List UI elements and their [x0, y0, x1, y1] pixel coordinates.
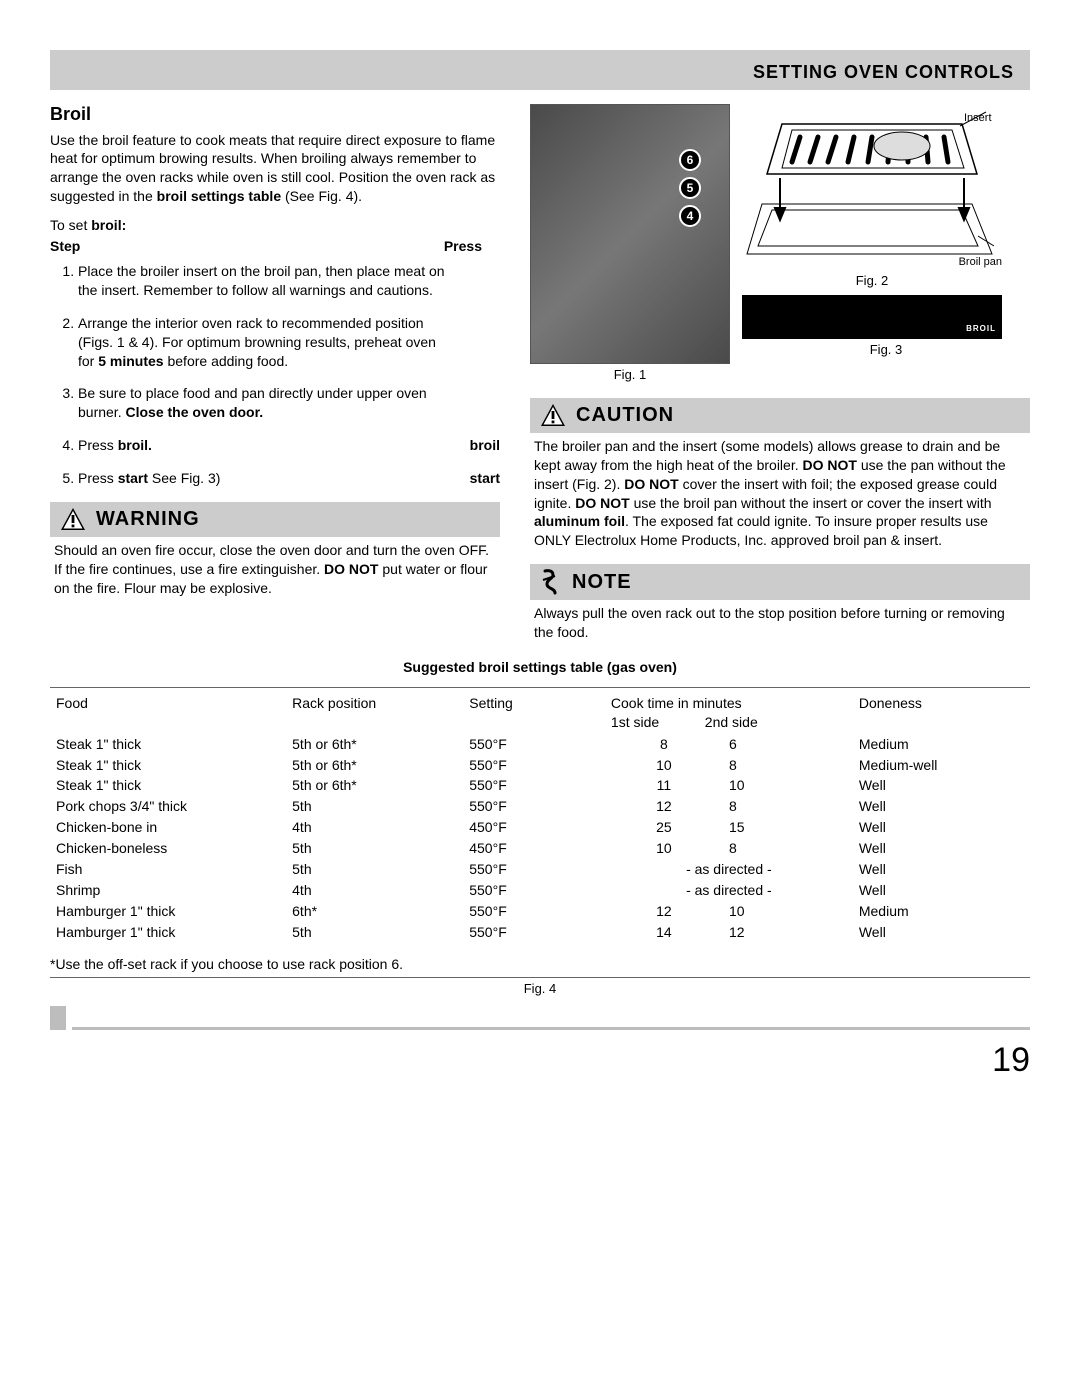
caution-bar: CAUTION	[530, 398, 1030, 433]
fig1-caption: Fig. 1	[530, 366, 730, 384]
table-row: Steak 1" thick5th or 6th*550°F1110Well	[50, 775, 1030, 796]
table-row: Chicken-bone in4th450°F2515Well	[50, 817, 1030, 838]
left-column: Broil Use the broil feature to cook meat…	[50, 98, 500, 642]
fig2-caption: Fig. 2	[742, 272, 1002, 290]
note-label: NOTE	[572, 569, 632, 596]
table-row: Fish5th550°F- as directed -Well	[50, 859, 1030, 880]
table-row: Hamburger 1" thick5th550°F1412Well	[50, 922, 1030, 943]
footer-block-icon	[50, 1006, 66, 1030]
th-food: Food	[50, 690, 286, 734]
table-rule-top	[50, 687, 1030, 688]
rack-marker-6: 6	[679, 149, 701, 171]
col-step: Step	[50, 237, 80, 256]
table-row: Chicken-boneless5th450°F108Well	[50, 838, 1030, 859]
note-icon	[540, 568, 562, 596]
warning-bar: WARNING	[50, 502, 500, 537]
caution-body: The broiler pan and the insert (some mod…	[530, 433, 1030, 550]
warning-icon	[60, 507, 86, 531]
steps-list: Place the broiler insert on the broil pa…	[50, 262, 500, 488]
fig3-display: BROIL	[742, 295, 1002, 339]
page-number: 19	[50, 1038, 1030, 1084]
insert-label: Insert	[964, 111, 992, 126]
note-body: Always pull the oven rack out to the sto…	[530, 600, 1030, 642]
page: SETTING OVEN CONTROLS Broil Use the broi…	[0, 0, 1080, 1104]
table-header-row: Food Rack position Setting Cook time in …	[50, 690, 1030, 734]
step-5: Press start See Fig. 3) start	[78, 469, 500, 488]
broil-intro: Use the broil feature to cook meats that…	[50, 131, 500, 207]
two-column-layout: Broil Use the broil feature to cook meat…	[50, 98, 1030, 642]
fig1-oven-image: 6 5 4	[530, 104, 730, 364]
broiler-pan-icon	[742, 104, 1002, 264]
warning-label: WARNING	[96, 506, 200, 533]
table-row: Shrimp4th550°F- as directed -Well	[50, 880, 1030, 901]
table-row: Steak 1" thick5th or 6th*550°F86Medium	[50, 734, 1030, 755]
fig3-caption: Fig. 3	[742, 341, 1030, 359]
col-press: Press	[444, 237, 482, 256]
rack-marker-4: 4	[679, 205, 701, 227]
step-2: Arrange the interior oven rack to recomm…	[78, 314, 500, 371]
table-footnote: *Use the off-set rack if you choose to u…	[50, 955, 1030, 974]
display-broil-text: BROIL	[966, 324, 996, 335]
press-start: start	[470, 469, 500, 488]
th-setting: Setting	[463, 690, 605, 734]
table-title: Suggested broil settings table (gas oven…	[50, 658, 1030, 677]
table-row: Steak 1" thick5th or 6th*550°F108Medium-…	[50, 755, 1030, 776]
section-title: SETTING OVEN CONTROLS	[753, 62, 1014, 82]
footer-line-icon	[72, 1027, 1030, 1030]
th-cooktime: Cook time in minutes 1st side 2nd side	[605, 690, 853, 734]
table-row: Hamburger 1" thick6th*550°F1210Medium	[50, 901, 1030, 922]
th-rack: Rack position	[286, 690, 463, 734]
page-footer-rule	[50, 1006, 1030, 1030]
step-3: Be sure to place food and pan directly u…	[78, 384, 500, 422]
right-column: 6 5 4 Fig. 1	[530, 98, 1030, 642]
caution-icon	[540, 403, 566, 427]
broil-heading: Broil	[50, 102, 500, 126]
note-bar: NOTE	[530, 564, 1030, 600]
step-1: Place the broiler insert on the broil pa…	[78, 262, 500, 300]
rack-marker-5: 5	[679, 177, 701, 199]
to-set-line: To set broil:	[50, 216, 500, 235]
caution-label: CAUTION	[576, 402, 674, 429]
fig2-broiler-pan: Insert Broil pan Fig. 2	[742, 104, 1002, 289]
fig4-caption: Fig. 4	[50, 980, 1030, 998]
broil-settings-table: Food Rack position Setting Cook time in …	[50, 690, 1030, 943]
th-doneness: Doneness	[853, 690, 1030, 734]
table-rule-bottom	[50, 977, 1030, 978]
table-row: Pork chops 3/4" thick5th550°F128Well	[50, 796, 1030, 817]
warning-body: Should an oven fire occur, close the ove…	[50, 537, 500, 598]
press-broil: broil	[470, 436, 500, 455]
step-4: Press broil. broil	[78, 436, 500, 455]
fig2-3-wrap: Insert Broil pan Fig. 2 BROIL Fig. 3	[742, 104, 1030, 384]
figures-row: 6 5 4 Fig. 1	[530, 104, 1030, 384]
fig1-wrap: 6 5 4 Fig. 1	[530, 104, 730, 384]
section-header: SETTING OVEN CONTROLS	[50, 50, 1030, 90]
step-header-row: Step Press	[50, 237, 500, 256]
